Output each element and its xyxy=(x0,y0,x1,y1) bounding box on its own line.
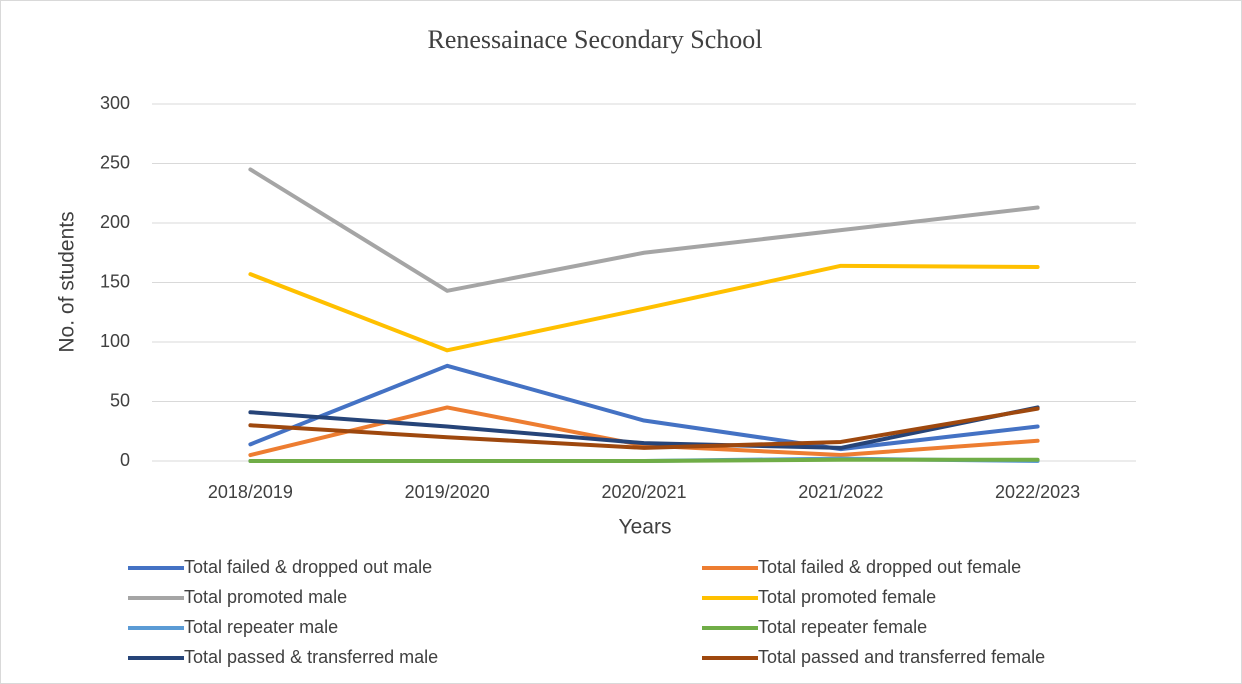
y-tick-label: 300 xyxy=(100,93,130,113)
legend-label: Total promoted female xyxy=(758,587,936,607)
y-tick-label: 150 xyxy=(100,271,130,291)
x-tick-label: 2021/2022 xyxy=(798,482,883,502)
legend-label: Total repeater female xyxy=(758,617,927,637)
y-tick-label: 100 xyxy=(100,331,130,351)
series-line xyxy=(248,457,1040,463)
x-tick-label: 2020/2021 xyxy=(601,482,686,502)
legend-label: Total failed & dropped out male xyxy=(184,557,432,577)
x-tick-label: 2018/2019 xyxy=(208,482,293,502)
series-line xyxy=(248,406,1040,450)
chart-title: Renessainace Secondary School xyxy=(427,25,762,54)
series-line xyxy=(248,363,1040,452)
legend-label: Total passed & transferred male xyxy=(184,647,438,667)
y-tick-label: 0 xyxy=(120,450,130,470)
legend-label: Total repeater male xyxy=(184,617,338,637)
y-tick-label: 250 xyxy=(100,152,130,172)
x-tick-label: 2022/2023 xyxy=(995,482,1080,502)
y-axis-title: No. of students xyxy=(56,211,79,352)
series-line xyxy=(248,167,1040,293)
legend-label: Total passed and transferred female xyxy=(758,647,1045,667)
legend-label: Total promoted male xyxy=(184,587,347,607)
y-tick-label: 50 xyxy=(110,390,130,410)
series-line xyxy=(248,405,1040,450)
y-tick-label: 200 xyxy=(100,212,130,232)
legend-label: Total failed & dropped out female xyxy=(758,557,1021,577)
x-axis-title: Years xyxy=(619,516,672,539)
x-tick-label: 2019/2020 xyxy=(405,482,490,502)
series-line xyxy=(248,263,1040,353)
